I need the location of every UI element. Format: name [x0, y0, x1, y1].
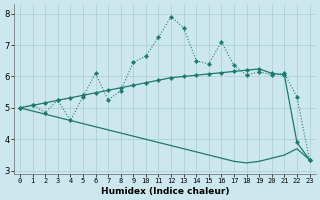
X-axis label: Humidex (Indice chaleur): Humidex (Indice chaleur)	[100, 187, 229, 196]
